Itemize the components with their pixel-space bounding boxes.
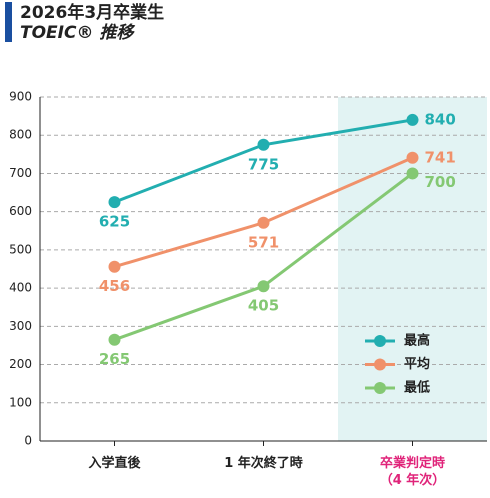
data-point: [406, 113, 419, 126]
legend-label: 平均: [404, 356, 430, 372]
data-point: [257, 280, 270, 293]
legend-label: 最高: [404, 333, 430, 349]
data-label: 571: [248, 233, 279, 251]
legend-label: 最低: [404, 380, 430, 396]
y-tick-label: 500: [9, 242, 32, 256]
legend-marker: [374, 335, 386, 347]
y-tick-label: 100: [9, 395, 32, 409]
y-tick-label: 800: [9, 128, 32, 142]
data-label: 775: [248, 155, 279, 173]
y-tick-label: 700: [9, 166, 32, 180]
data-point: [108, 333, 121, 346]
data-label: 625: [99, 213, 130, 231]
y-tick-label: 300: [9, 319, 32, 333]
data-point: [406, 151, 419, 164]
data-point: [257, 216, 270, 229]
chart-subtitle: TOEIC® 推移: [20, 23, 135, 43]
title-bar: [5, 2, 12, 42]
data-label: 265: [99, 350, 130, 368]
x-tick-label: 卒業判定時 （4 年次）: [379, 456, 446, 488]
x-tick-label: 1 年次終了時: [224, 456, 303, 471]
data-point: [257, 138, 270, 151]
data-point: [108, 196, 121, 209]
data-label: 840: [425, 110, 456, 128]
y-tick-label: 400: [9, 281, 32, 295]
x-tick-label: 入学直後: [88, 456, 141, 471]
chart-title: 2026年3月卒業生: [20, 2, 164, 23]
data-label: 405: [248, 297, 279, 315]
y-tick-label: 900: [9, 90, 32, 104]
legend-marker: [374, 358, 386, 371]
data-label: 741: [425, 148, 456, 166]
y-tick-label: 0: [24, 434, 32, 448]
y-tick-label: 200: [9, 357, 32, 371]
data-point: [406, 167, 419, 180]
data-label: 456: [99, 277, 130, 295]
legend-marker: [374, 382, 386, 394]
data-label: 700: [425, 173, 456, 191]
y-tick-label: 600: [9, 204, 32, 218]
data-point: [108, 260, 121, 273]
